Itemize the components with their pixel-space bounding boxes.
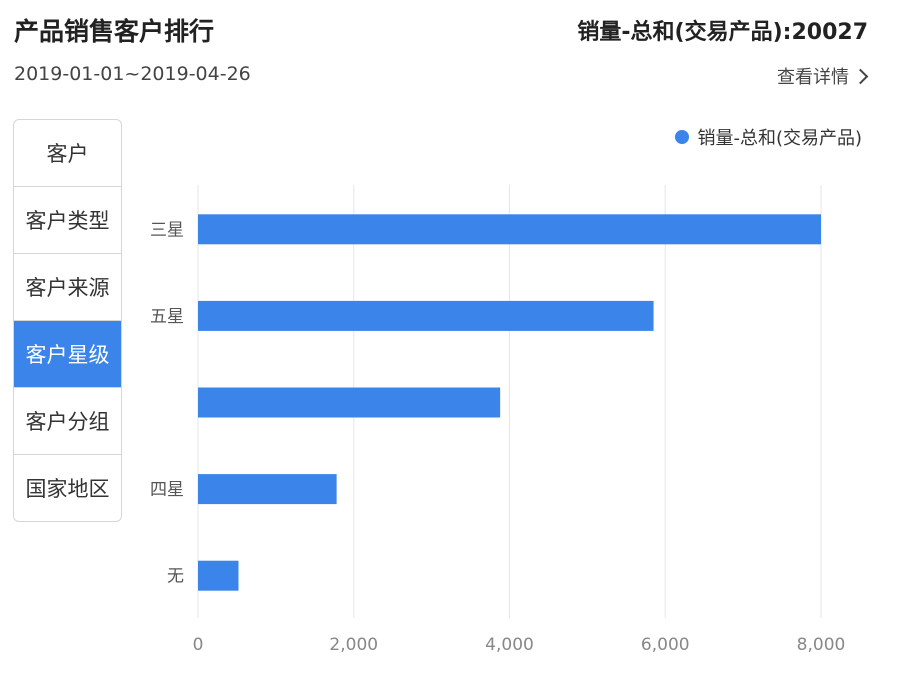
total-summary: 销量-总和(交易产品):20027	[577, 20, 868, 45]
y-category-label: 无	[167, 567, 184, 587]
x-tick-label: 2,000	[329, 635, 378, 655]
bar[interactable]	[198, 474, 337, 505]
y-category-label: 三星	[150, 220, 184, 240]
date-range: 2019-01-01~2019-04-26	[14, 63, 251, 85]
x-tick-label: 6,000	[641, 635, 690, 655]
tab-customer-group[interactable]: 客户分组	[14, 388, 121, 455]
tab-customer-type[interactable]: 客户类型	[14, 187, 121, 254]
y-category-label: 四星	[150, 480, 184, 500]
tab-country-region[interactable]: 国家地区	[25, 477, 110, 501]
tab-customer-source[interactable]: 客户来源	[14, 254, 121, 321]
bar[interactable]	[198, 560, 239, 591]
view-details-link[interactable]: 查看详情	[777, 63, 869, 89]
tab-customer[interactable]: 客户	[14, 120, 121, 187]
x-tick-label: 4,000	[485, 635, 534, 655]
bar[interactable]	[198, 300, 654, 331]
chart-legend[interactable]: 销量-总和(交易产品)	[675, 124, 862, 150]
dimension-tabs: 客户 客户类型 客户来源 客户星级 客户分组 国家地区	[13, 119, 122, 522]
bar[interactable]	[198, 387, 501, 418]
chart-title: 产品销售客户排行	[14, 17, 215, 46]
x-tick-label: 0	[193, 635, 204, 655]
legend-label: 销量-总和(交易产品)	[697, 128, 862, 149]
legend-dot	[675, 130, 690, 144]
bar[interactable]	[198, 214, 821, 245]
tab-customer-star[interactable]: 客户星级	[14, 321, 121, 388]
y-category-label: 五星	[150, 307, 184, 327]
x-tick-label: 8,000	[797, 635, 846, 655]
view-details-label: 查看详情	[777, 67, 849, 88]
